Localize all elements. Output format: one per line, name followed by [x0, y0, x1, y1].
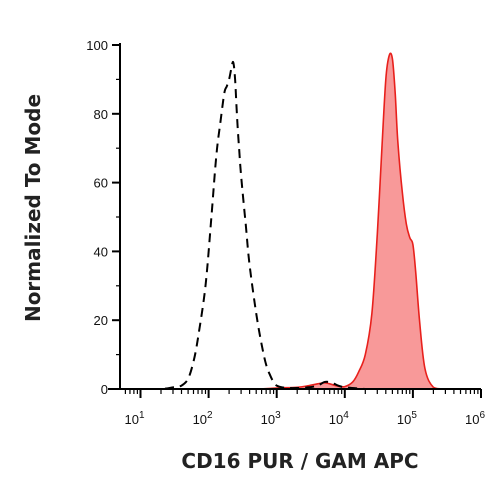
series-line-0	[120, 52, 481, 390]
y-tick-label: 100	[86, 38, 108, 53]
y-tick-label: 20	[94, 313, 108, 328]
x-tick-label: 106	[465, 410, 485, 427]
x-tick-label: 103	[261, 410, 281, 427]
y-axis-title: Normalized To Mode	[21, 94, 45, 322]
x-axis-title: CD16 PUR / GAM APC	[181, 449, 418, 473]
x-axis: 101 102 103 104 105 106	[108, 388, 485, 427]
x-tick-label: 105	[397, 410, 417, 427]
x-tick-label: 102	[193, 410, 213, 427]
y-tick-label: 80	[94, 107, 108, 122]
x-tick-label: 101	[124, 410, 144, 427]
plot-area	[120, 52, 481, 390]
y-tick-label: 60	[94, 176, 108, 191]
series-line-1	[120, 60, 366, 390]
y-tick-label: 0	[101, 382, 108, 397]
x-tick-label: 104	[329, 410, 349, 427]
series-fill-0	[120, 53, 481, 389]
y-tick-label: 40	[94, 244, 108, 259]
y-axis: 0 20 40 60 80 100	[86, 38, 121, 397]
